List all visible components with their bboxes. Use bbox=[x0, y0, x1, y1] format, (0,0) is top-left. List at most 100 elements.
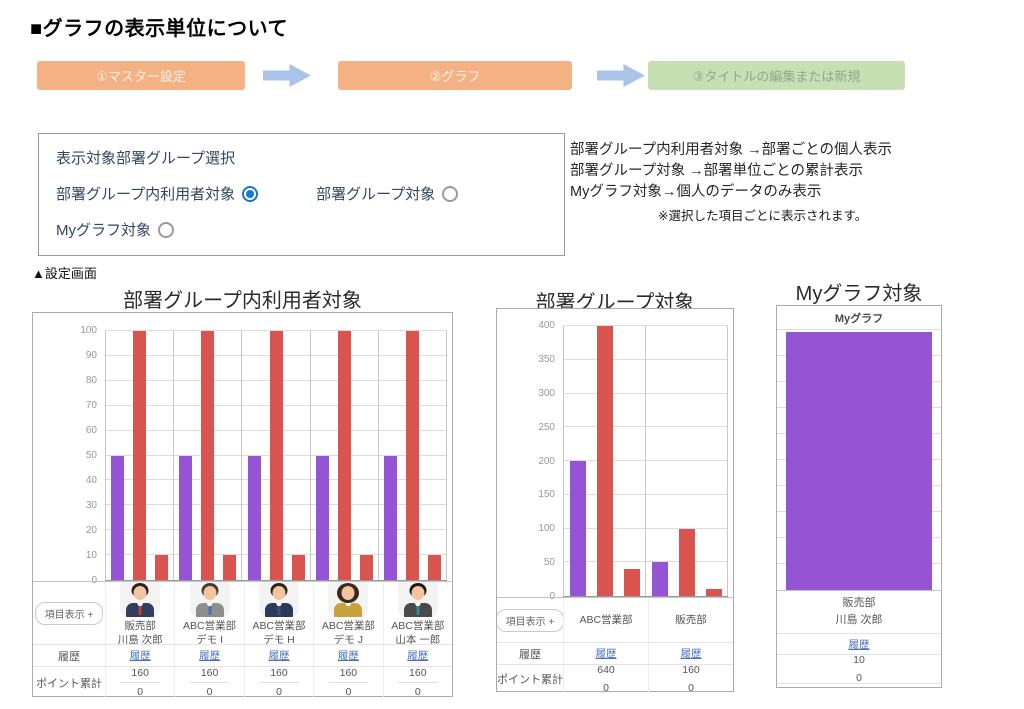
radio-label: 部署グループ内利用者対象 bbox=[56, 186, 236, 203]
bar-group bbox=[309, 331, 378, 580]
flow-step-master-settings: ①マスター設定 bbox=[37, 61, 245, 90]
points-value: 0 bbox=[688, 682, 694, 693]
bar bbox=[269, 331, 283, 580]
radio-dept-group-users[interactable]: 部署グループ内利用者対象 bbox=[56, 183, 259, 204]
bar-group bbox=[645, 326, 727, 596]
bar bbox=[427, 555, 441, 580]
bar-chart-my-graph bbox=[777, 329, 941, 591]
bar-group bbox=[105, 331, 173, 580]
dept-label: ABC営業部 bbox=[252, 619, 306, 632]
y-tick-label: 20 bbox=[85, 525, 97, 536]
bar bbox=[223, 555, 237, 580]
gridline bbox=[105, 330, 447, 331]
points-value: 160 bbox=[409, 667, 427, 679]
dept-label: 販売部 bbox=[842, 597, 876, 609]
name-label: 山本 一郎 bbox=[395, 633, 441, 645]
points-value: 160 bbox=[270, 667, 288, 679]
bar-group bbox=[173, 331, 241, 580]
bar bbox=[201, 331, 215, 580]
history-link[interactable]: 履歴 bbox=[680, 648, 702, 660]
y-axis: 0 50 100 150 200 250 300 350 400 bbox=[497, 321, 563, 602]
bar-group bbox=[563, 326, 645, 596]
table-row: 項目表示 + ABC営業部 販売部 bbox=[497, 598, 733, 642]
bar-groups bbox=[105, 331, 447, 580]
display-target-settings-box: 表示対象部署グループ選択 部署グループ内利用者対象 部署グループ対象 Myグラフ… bbox=[38, 133, 565, 256]
bar bbox=[247, 455, 261, 580]
chart-table-dept-group-users: 項目表示 + 販売部 川島 次郎 ABC営業部 デモ I ABC営業部 デモ H ABC営業部… bbox=[33, 581, 452, 698]
history-cell: 履歴 bbox=[105, 645, 174, 666]
row-header-cell: ポイント累計 bbox=[497, 674, 563, 686]
history-link[interactable]: 履歴 bbox=[268, 650, 290, 662]
bar bbox=[133, 331, 147, 580]
avatar-tie bbox=[346, 605, 350, 615]
name-label: 川島 次郎 bbox=[835, 614, 883, 626]
history-cell: 履歴 bbox=[243, 645, 313, 666]
points-cell: 640 0 bbox=[563, 665, 648, 693]
radio-selected-icon[interactable] bbox=[242, 185, 259, 202]
radio-label: 部署グループ対象 bbox=[316, 186, 436, 203]
person-cell: ABC営業部 デモ H bbox=[243, 582, 313, 645]
y-tick-label: 0 bbox=[91, 575, 97, 586]
avatar bbox=[397, 582, 438, 617]
points-value: 160 bbox=[200, 667, 219, 679]
points-value: 10 bbox=[853, 654, 865, 666]
chart-panel-my-graph: Myグラフ 販売部 川島 次郎 履歴 10 0 bbox=[776, 305, 942, 688]
divider bbox=[189, 682, 230, 683]
y-axis: 0 10 20 30 40 50 60 70 80 90 100 bbox=[33, 326, 105, 586]
table-row: 履歴 履歴 履歴 履歴 履歴 履歴 bbox=[33, 644, 452, 666]
radio-unselected-icon[interactable] bbox=[158, 221, 174, 238]
page-title: ■グラフの表示単位について bbox=[30, 18, 288, 40]
flow-arrow-icon bbox=[597, 64, 645, 87]
radio-my-graph[interactable]: Myグラフ対象 bbox=[56, 219, 174, 240]
y-tick-label: 200 bbox=[538, 455, 555, 467]
points-value: 0 bbox=[856, 672, 862, 684]
history-cell: 履歴 bbox=[313, 645, 382, 666]
radio-dept-group[interactable]: 部署グループ対象 bbox=[316, 183, 459, 204]
name-label: デモ J bbox=[333, 633, 363, 645]
radio-unselected-icon[interactable] bbox=[442, 185, 459, 202]
points-value: 0 bbox=[345, 686, 352, 698]
bar-groups bbox=[563, 326, 728, 596]
bar bbox=[623, 569, 640, 596]
history-link[interactable]: 履歴 bbox=[129, 650, 151, 662]
table-row: 項目表示 + 販売部 川島 次郎 ABC営業部 デモ I ABC営業部 デモ H ABC営業部… bbox=[33, 582, 452, 644]
points-cell: 160 0 bbox=[648, 665, 733, 693]
points-value: 160 bbox=[131, 667, 149, 679]
table-row: 履歴 履歴 履歴 bbox=[497, 642, 733, 664]
person-cell: ABC営業部 デモ I bbox=[174, 582, 243, 644]
history-link[interactable]: 履歴 bbox=[199, 650, 221, 662]
chart-title-my-graph: Myグラフ対象 bbox=[795, 283, 923, 305]
bar bbox=[678, 528, 695, 596]
history-link[interactable]: 履歴 bbox=[848, 638, 870, 651]
bar bbox=[291, 555, 305, 580]
history-link[interactable]: 履歴 bbox=[407, 650, 429, 662]
history-cell: 履歴 bbox=[563, 643, 648, 664]
history-link[interactable]: 履歴 bbox=[595, 648, 617, 660]
dept-label: 販売部 bbox=[124, 619, 156, 632]
option-description: 部署グループ内利用者対象 →部署ごとの個人表示 部署グループ対象 →部署単位ごと… bbox=[570, 140, 892, 227]
history-link[interactable]: 履歴 bbox=[337, 650, 359, 662]
avatar bbox=[328, 582, 369, 617]
avatar-tie bbox=[277, 605, 281, 615]
chart-panel-dept-group: 0 50 100 150 200 250 300 350 400 項目表示 + ABC営業部 販売部… bbox=[496, 308, 734, 693]
dept-label: ABC営業部 bbox=[321, 619, 375, 632]
y-tick-label: 50 bbox=[543, 557, 555, 569]
name-label: デモ H bbox=[263, 633, 295, 645]
bar-chart-dept-group: 0 50 100 150 200 250 300 350 400 bbox=[497, 309, 733, 602]
avatar-head bbox=[133, 585, 147, 600]
points-cell: 160 0 bbox=[382, 667, 452, 698]
item-display-button[interactable]: 項目表示 + bbox=[34, 601, 104, 625]
chart-table-dept-group: 項目表示 + ABC営業部 販売部 履歴 履歴 履歴 ポイント累計 640 0 160 0 bbox=[497, 597, 733, 693]
bar bbox=[383, 455, 397, 580]
row-header-cell: 項目表示 + bbox=[497, 598, 563, 642]
person-cell: ABC営業部 山本 一郎 bbox=[382, 582, 452, 645]
points-value: 0 bbox=[206, 686, 213, 698]
y-tick-label: 30 bbox=[85, 500, 97, 511]
item-display-button[interactable]: 項目表示 + bbox=[497, 608, 563, 632]
bar bbox=[705, 589, 722, 596]
bar-chart-dept-group-users: 0 10 20 30 40 50 60 70 80 90 100 bbox=[33, 313, 452, 586]
avatar-head bbox=[411, 585, 425, 600]
y-tick-label: 100 bbox=[80, 325, 97, 336]
description-line: 部署グループ内利用者対象 →部署ごとの個人表示 bbox=[570, 142, 893, 158]
